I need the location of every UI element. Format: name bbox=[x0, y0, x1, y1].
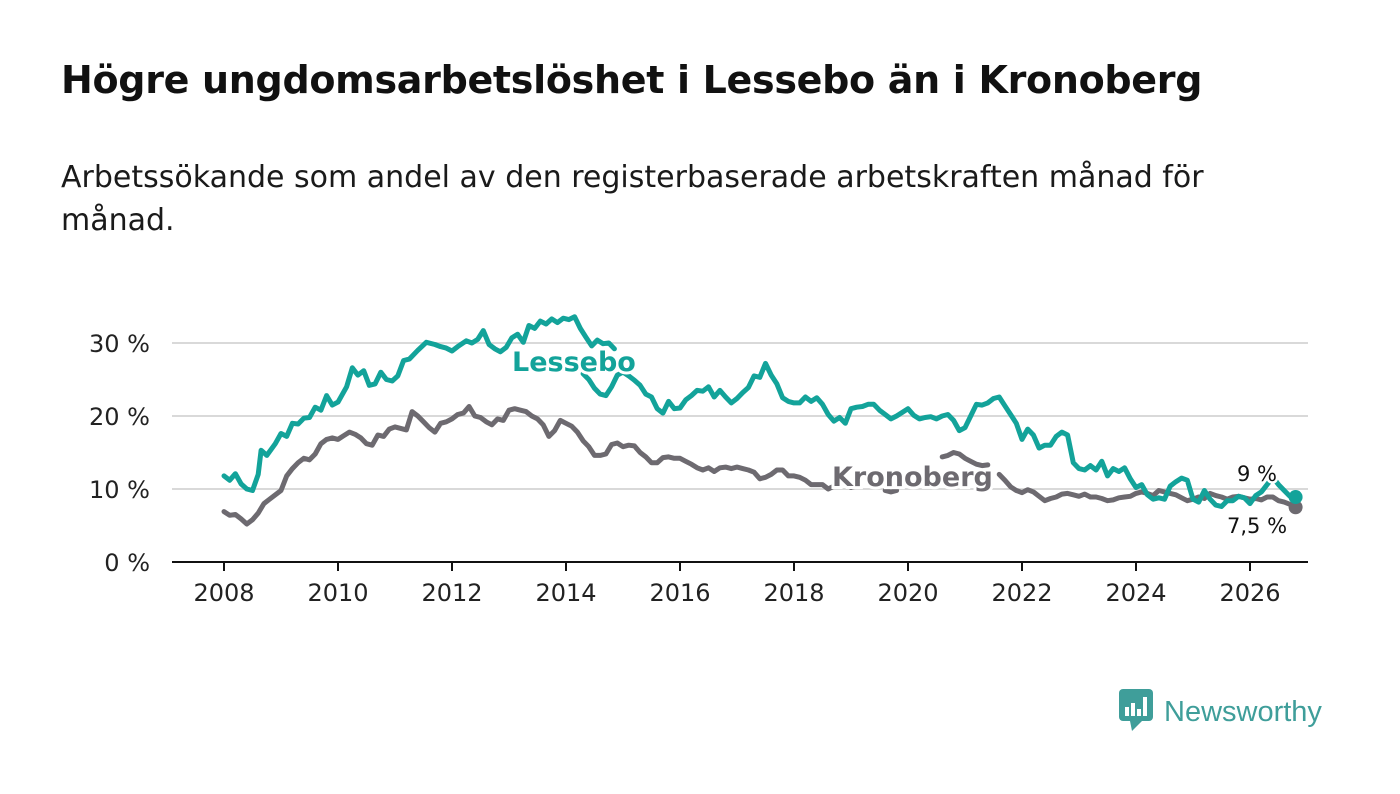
brand-name: Newsworthy bbox=[1164, 695, 1322, 728]
newsworthy-brand: Newsworthy bbox=[1118, 688, 1322, 736]
y-tick-label: 30 % bbox=[89, 330, 150, 358]
series-end-point-kronoberg bbox=[1288, 500, 1303, 515]
chart-subtitle: Arbetssökande som andel av den registerb… bbox=[61, 160, 1204, 238]
end-label-kronoberg: 7,5 % bbox=[1227, 514, 1287, 538]
x-tick-label: 2022 bbox=[991, 579, 1052, 607]
series-end-point-lessebo bbox=[1288, 490, 1303, 505]
x-tick-label: 2018 bbox=[763, 579, 824, 607]
series-line-kronoberg bbox=[848, 483, 860, 490]
grid-lines bbox=[172, 342, 1308, 490]
x-tick-label: 2008 bbox=[193, 579, 254, 607]
series-name-kronoberg: Kronoberg bbox=[832, 462, 993, 493]
y-tick-label: 0 % bbox=[104, 549, 150, 577]
y-tick-label: 10 % bbox=[89, 476, 150, 504]
x-tick-label: 2020 bbox=[877, 579, 938, 607]
series-layer bbox=[221, 314, 1303, 527]
series-name-lessebo: Lessebo bbox=[512, 347, 636, 378]
series-line-kronoberg bbox=[939, 450, 991, 469]
newsworthy-logo-icon bbox=[1118, 687, 1154, 737]
x-axis: 2008 2010 2012 2014 2016 2018 2020 2022 2024 2026 bbox=[193, 562, 1281, 607]
series-line-kronoberg bbox=[221, 404, 843, 527]
end-label-lessebo: 9 % bbox=[1237, 462, 1277, 486]
x-tick-label: 2016 bbox=[649, 579, 710, 607]
chart-title: Högre ungdomsarbetslöshet i Lessebo än i… bbox=[61, 58, 1203, 102]
x-tick-label: 2014 bbox=[535, 579, 596, 607]
series-line-lessebo bbox=[580, 360, 1299, 509]
y-axis: 0 % 10 % 20 % 30 % bbox=[89, 330, 150, 577]
labels-layer: Lessebo Kronoberg 9 % 7,5 % bbox=[509, 344, 1290, 541]
series-line-kronoberg bbox=[882, 488, 900, 495]
x-tick-label: 2024 bbox=[1105, 579, 1166, 607]
x-tick-label: 2010 bbox=[307, 579, 368, 607]
y-tick-label: 20 % bbox=[89, 403, 150, 431]
series-line-lessebo bbox=[221, 314, 617, 493]
x-tick-label: 2012 bbox=[421, 579, 482, 607]
x-tick-label: 2026 bbox=[1219, 579, 1280, 607]
